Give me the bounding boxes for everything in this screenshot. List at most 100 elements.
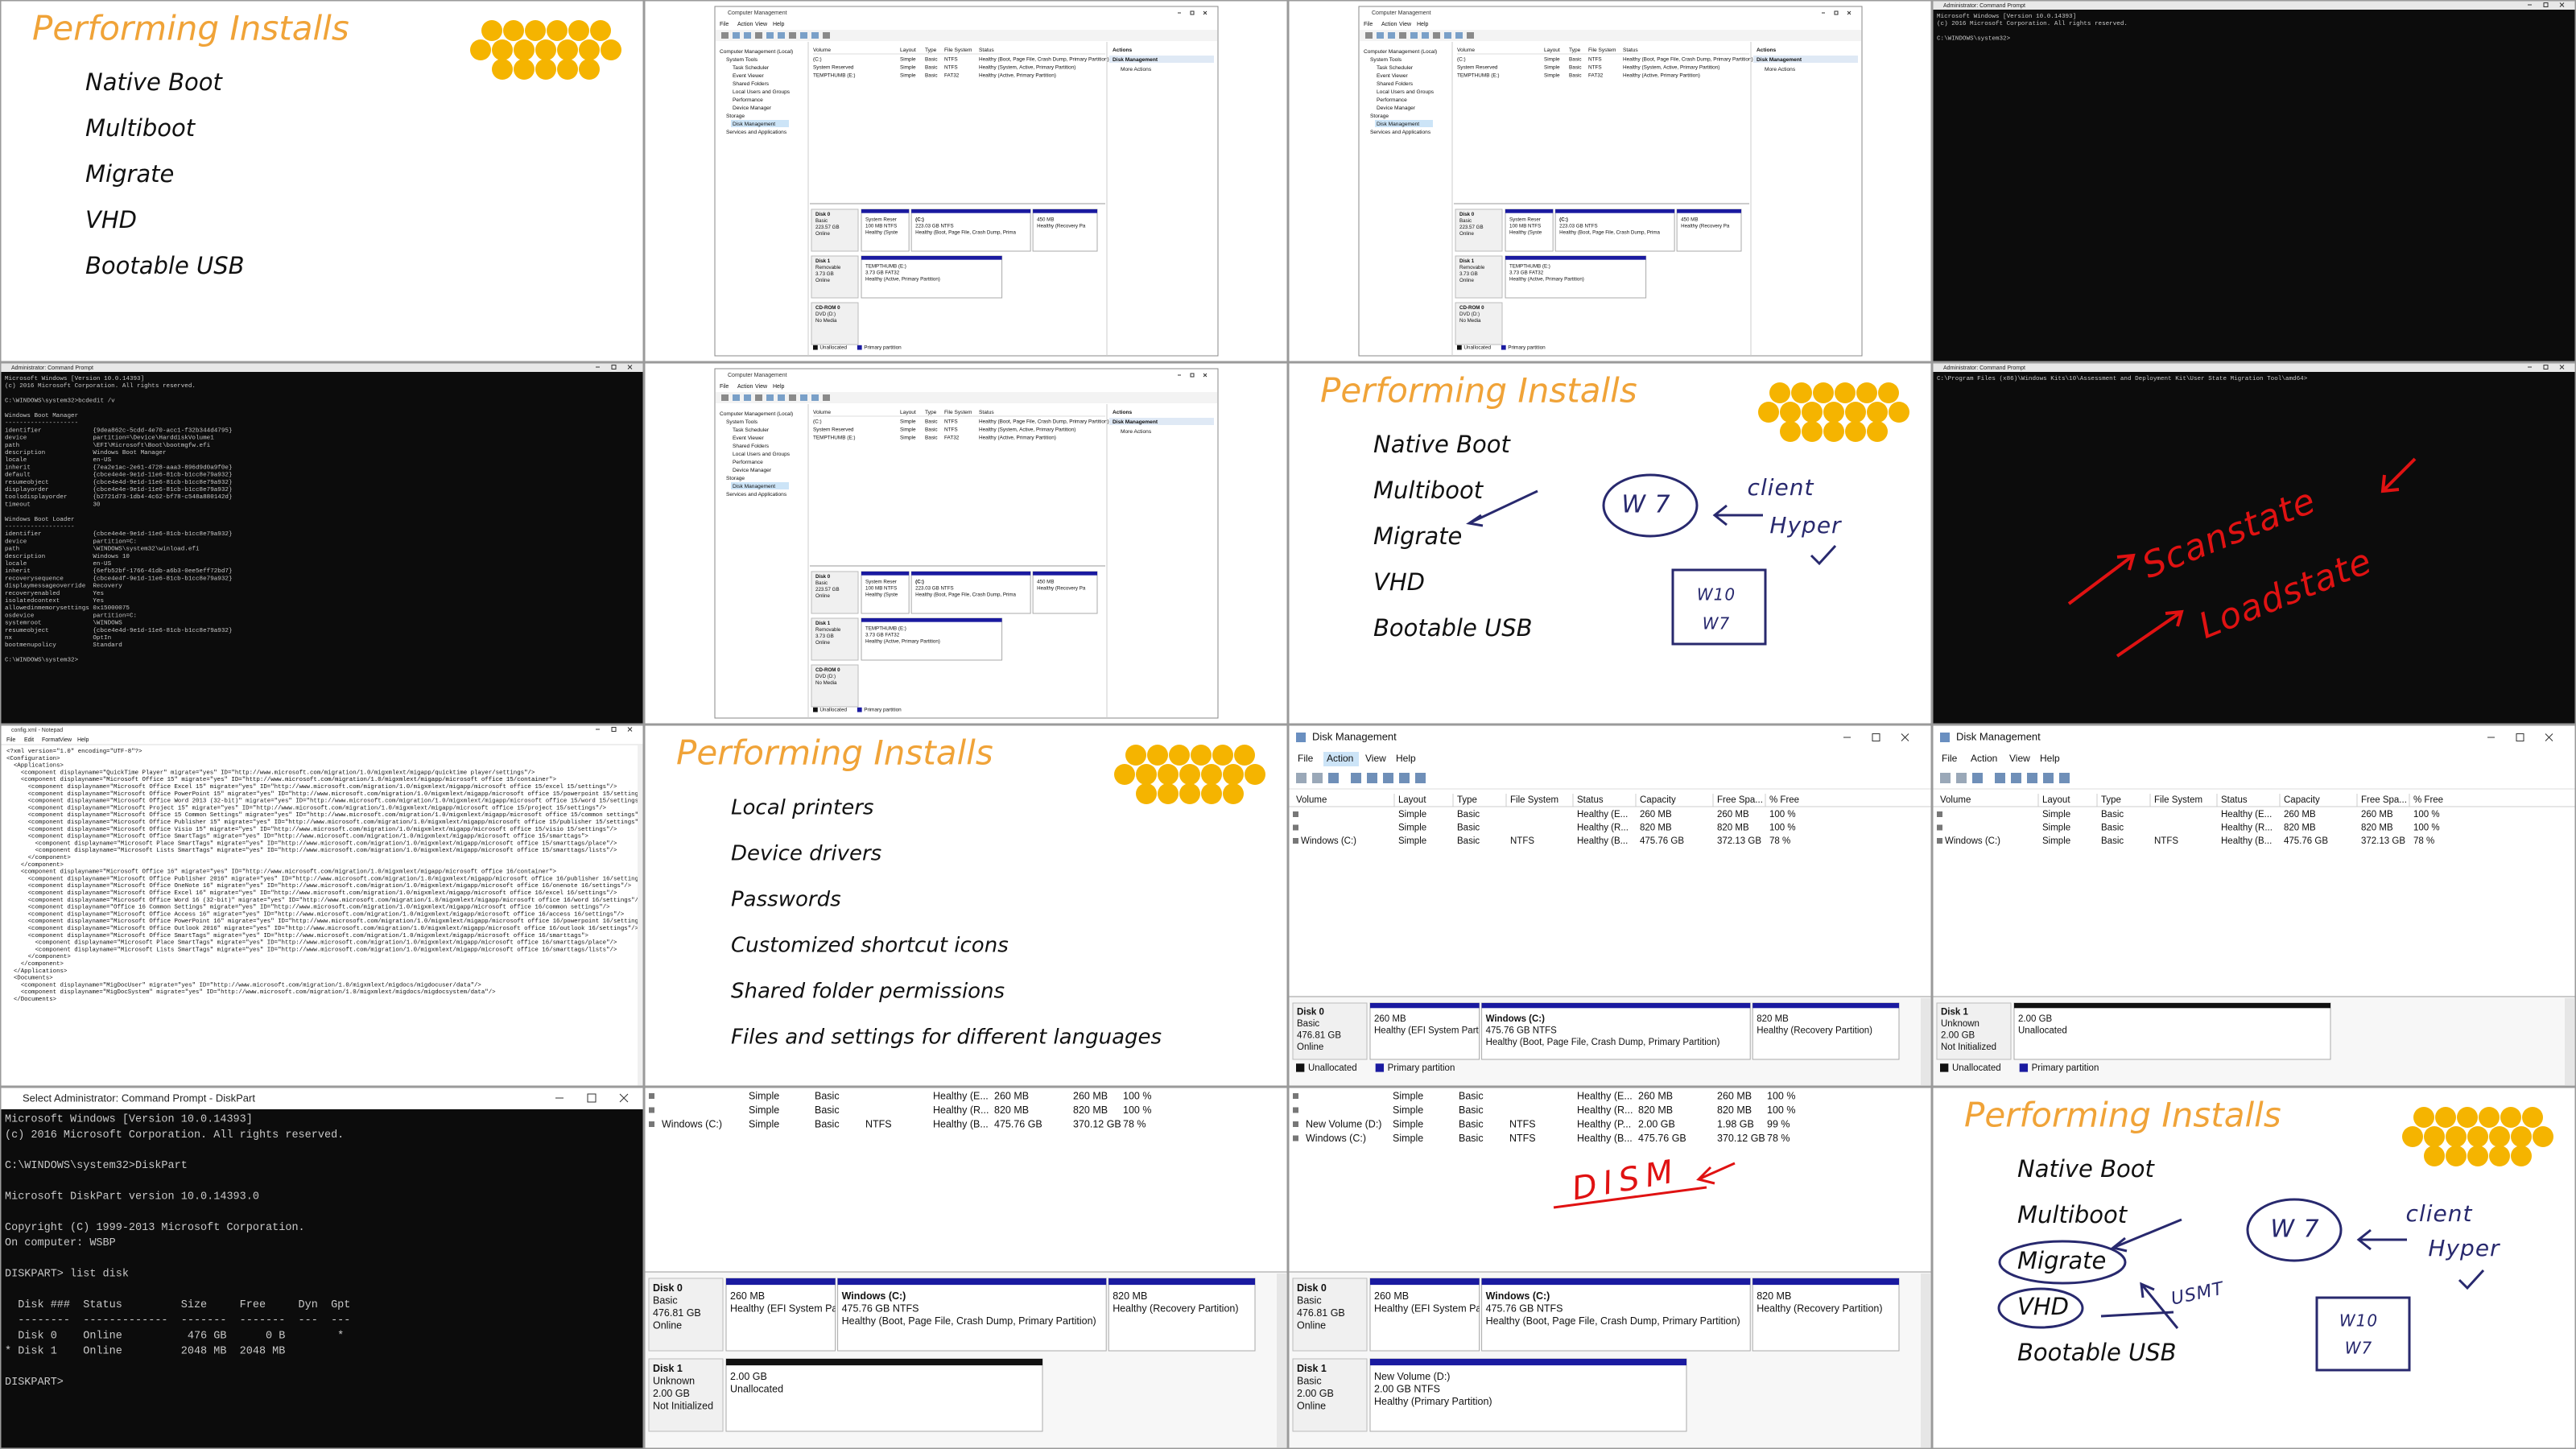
console-line: Microsoft Windows [Version 10.0.14393] [5, 1114, 253, 1126]
disk-label: No Media [1459, 318, 1481, 324]
table-cell: (C:) [1457, 57, 1466, 63]
tree-item: Disk Management [1377, 122, 1419, 127]
table-cell: 78 % [1123, 1118, 1146, 1129]
tree-selection [1375, 120, 1433, 127]
list-item: Shared folder permissions [731, 980, 1005, 1004]
text-line: <component displayname="Microsoft Office… [6, 784, 617, 791]
menu-item: Format [42, 737, 60, 743]
menu-item: Action [737, 384, 753, 390]
table-cell: NTFS [944, 419, 958, 425]
arrow [2067, 553, 2136, 605]
column-header: Capacity [1640, 795, 1676, 805]
toolbar-icon [1415, 773, 1426, 783]
partition-label: 223.03 GB NTFS [915, 586, 953, 592]
partition-label: Healthy (Primary Partition) [1374, 1396, 1492, 1407]
honeycomb-cell [1179, 764, 1200, 785]
maximize-button [587, 1093, 597, 1103]
toolbar-icon [755, 32, 762, 39]
disk-label: Disk 0 [1297, 1282, 1327, 1294]
console-line: nx OptIn [5, 635, 111, 642]
legend-swatch [1501, 345, 1506, 350]
console-line: isolatedcontext Yes [5, 598, 104, 605]
console-line: systemroot \WINDOWS [5, 621, 122, 627]
partition-header [1505, 209, 1554, 213]
action-header [1753, 56, 1858, 63]
honeycomb-cell [2500, 1107, 2521, 1128]
box-annotation [2315, 1296, 2411, 1372]
console-line: (c) 2016 Microsoft Corporation. All righ… [5, 383, 196, 390]
disk-label: Basic [815, 218, 828, 224]
volume-icon [1293, 1093, 1298, 1099]
list-item: Native Boot [2017, 1155, 2155, 1183]
honeycomb-cell [557, 39, 578, 60]
text-line: <component displayname="Microsoft Office… [6, 869, 557, 876]
table-cell: NTFS [944, 427, 958, 433]
table-cell: Simple [2042, 836, 2070, 846]
console-line: resumeobject {cbce4e4d-9e1d-11e6-81cb-b1… [5, 480, 233, 486]
text-line: </Documents> [6, 997, 57, 1003]
honeycomb-cell [1147, 745, 1168, 766]
toolbar [716, 392, 1217, 403]
disk-label: Not Initialized [1941, 1042, 1996, 1052]
table-cell: Basic [1569, 57, 1582, 63]
title-bar [0, 362, 644, 372]
legend-label: Primary partition [1508, 345, 1546, 351]
disk-label: Online [1297, 1042, 1323, 1052]
box-annotation [1671, 568, 1767, 646]
close-button [1203, 373, 1208, 378]
table-cell: 100 % [1767, 1104, 1795, 1116]
column-header: Volume [1940, 795, 1971, 805]
partition-label: Healthy (EFI System Partit [1374, 1302, 1493, 1314]
menu-item: Action [737, 22, 753, 27]
list-item: Local printers [731, 796, 873, 820]
honeycomb-cell [1867, 402, 1888, 423]
partition-label: Healthy (EFI System Part [1374, 1026, 1480, 1035]
action-item: Actions [1113, 410, 1133, 415]
partition-label: New Volume (D:) [1374, 1371, 1450, 1382]
thumbnail-border [1288, 0, 1932, 362]
thumbnail-background [1932, 1087, 2576, 1449]
disk-label: Disk 0 [1459, 212, 1475, 217]
table-cell: System Reserved [813, 427, 854, 433]
partition-label: Healthy (Active, Primary Partition) [1509, 277, 1584, 283]
honeycomb-cell [1169, 745, 1190, 766]
check [2458, 1269, 2485, 1290]
table-cell: Basic [1459, 1133, 1484, 1144]
console-line: Disk 0 Online 476 GB 0 B * [5, 1330, 344, 1342]
tree-item: Local Users and Groups [733, 89, 791, 95]
partition-header [1481, 1278, 1751, 1286]
text-line: <component displayname="Microsoft Office… [6, 926, 639, 932]
thumbnail-background [1288, 362, 1932, 724]
column-header: Capacity [2284, 795, 2320, 805]
console-line: path \WINDOWS\system32\winload.efi [5, 547, 200, 553]
table-cell: NTFS [944, 65, 958, 71]
partition-header [1555, 209, 1675, 213]
toolbar-icon [721, 394, 729, 401]
partition-label: Healthy (Boot, Page File, Crash Dump, Pr… [1486, 1038, 1720, 1047]
text-line: <?xml version="1.0" encoding="UTF-8"?> [6, 749, 142, 755]
action-item: More Actions [1121, 67, 1152, 72]
table-cell: Basic [1569, 65, 1582, 71]
disk-label: 223.57 GB [1459, 225, 1484, 230]
toolbar-icon [1312, 773, 1323, 783]
toolbar-icon [778, 32, 785, 39]
column-header: Status [979, 410, 994, 415]
text-line: <Configuration> [6, 756, 60, 762]
menu-item: Help [2040, 753, 2060, 764]
table-cell: Basic [815, 1118, 840, 1129]
table-cell: Healthy (Active, Primary Partition) [979, 436, 1056, 441]
table-cell: NTFS [1509, 1133, 1536, 1144]
partition-label: Healthy (Recovery Partition) [1757, 1302, 1882, 1314]
partition-label: System Reser [1509, 217, 1541, 223]
menu-highlight [1323, 752, 1359, 766]
volume-icon [1293, 811, 1298, 817]
table-cell: Healthy (R... [1577, 1104, 1633, 1116]
volume-icon [1293, 824, 1298, 831]
table-cell: Basic [1457, 836, 1480, 846]
